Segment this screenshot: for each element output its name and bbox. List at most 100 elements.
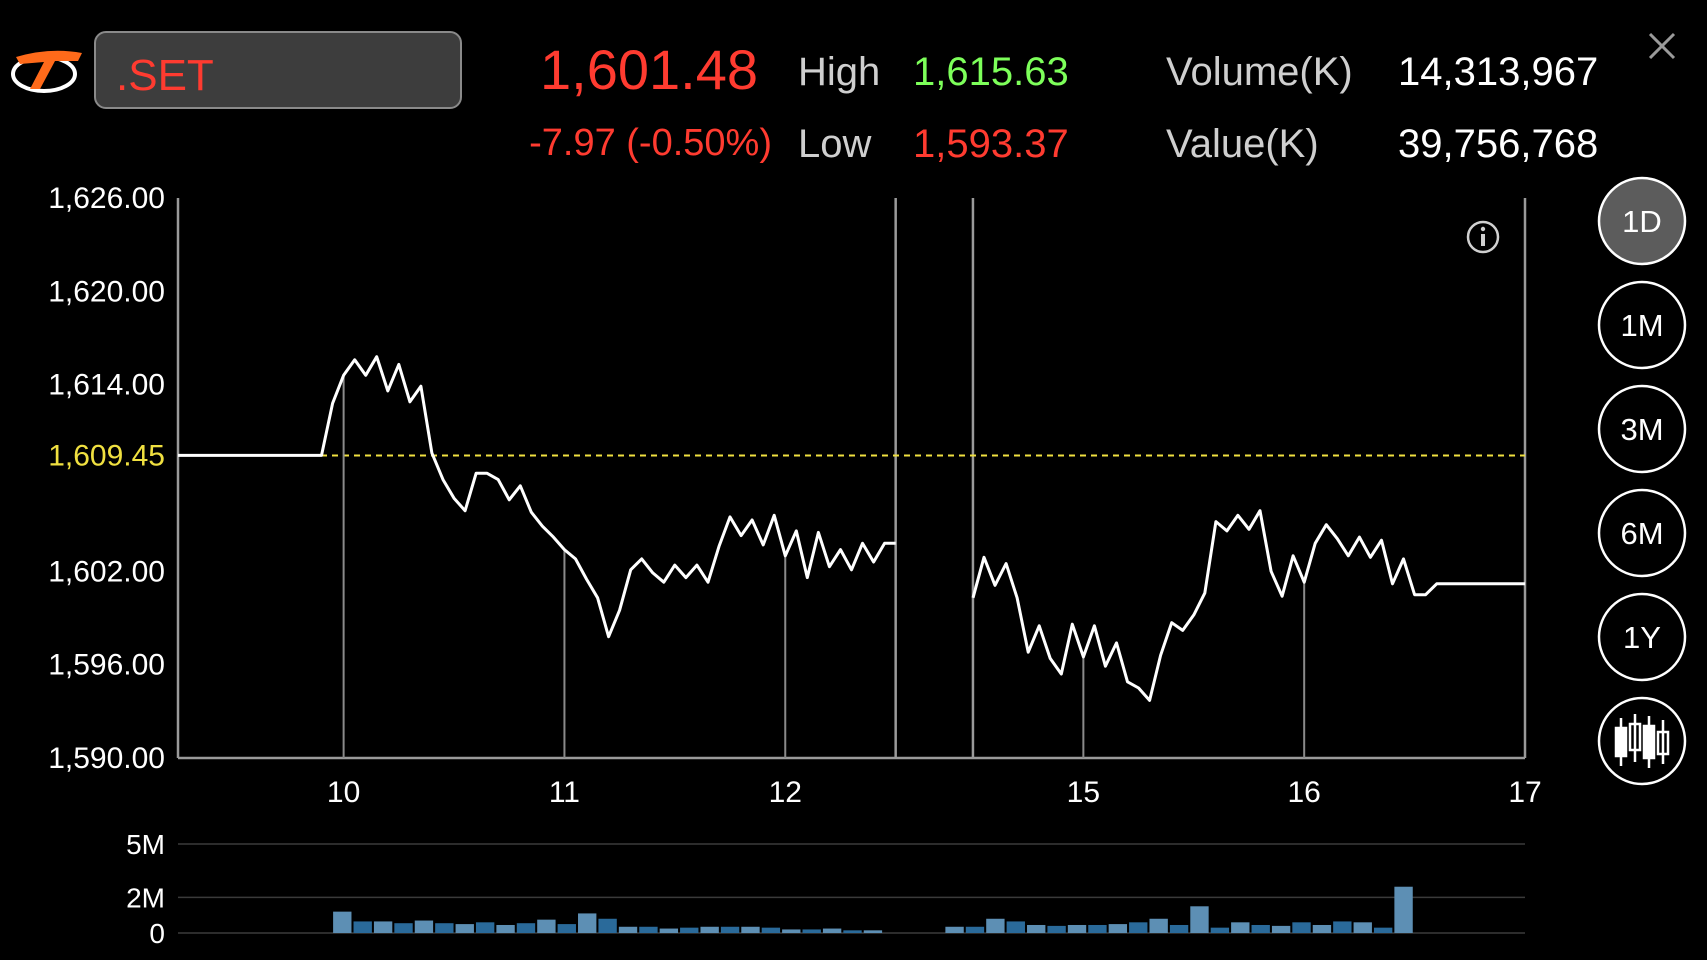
- volume-bar: [333, 911, 352, 933]
- info-icon[interactable]: [1466, 220, 1500, 254]
- low-label: Low: [798, 122, 872, 166]
- y-tick-label: 1,620.00: [48, 275, 165, 308]
- volume-bar: [516, 923, 536, 933]
- volume-bar: [965, 926, 985, 933]
- volume-bar: [700, 926, 719, 933]
- volume-bar: [1353, 922, 1372, 933]
- x-tick-label: 15: [1067, 776, 1100, 809]
- timeframe-button-1y[interactable]: 1Y: [1597, 592, 1687, 682]
- volume-label: Volume(K): [1166, 50, 1353, 94]
- timeframe-label: 3M: [1620, 412, 1663, 447]
- timeframe-button-3m[interactable]: 3M: [1597, 384, 1687, 474]
- volume-bar: [496, 924, 515, 933]
- volume-bar: [1394, 886, 1413, 933]
- volume-bar: [618, 926, 638, 933]
- volume-tick-label: 2M: [126, 882, 165, 913]
- volume-bar: [1129, 922, 1148, 933]
- volume-bar: [1210, 927, 1230, 933]
- volume-bar: [680, 927, 699, 933]
- volume-bar: [353, 921, 372, 933]
- volume-bar: [394, 923, 413, 933]
- volume-bar: [945, 926, 964, 933]
- x-tick-label: 10: [327, 776, 360, 809]
- timeframe-selector: 1D 1M 3M 6M 1Y: [1597, 176, 1687, 682]
- volume-chart-area: 5M 2M 0: [126, 829, 1525, 949]
- volume-bar: [1333, 921, 1352, 933]
- timeframe-label: 1M: [1620, 308, 1663, 343]
- volume-bar: [1006, 921, 1025, 933]
- volume-bar: [1067, 924, 1087, 933]
- volume-bar: [1047, 925, 1066, 933]
- volume-bar: [863, 930, 883, 933]
- timeframe-circle: [1597, 488, 1687, 578]
- volume-bar: [455, 924, 474, 933]
- timeframe-circle: [1597, 384, 1687, 474]
- volume-bar: [373, 921, 393, 933]
- volume-bar: [1149, 918, 1168, 933]
- high-label: High: [798, 50, 881, 94]
- volume-bar: [1027, 924, 1046, 933]
- symbol-text: .SET: [116, 51, 214, 100]
- volume-bar: [475, 922, 495, 933]
- settrade-logo-icon: [11, 50, 82, 93]
- volume-bar: [822, 928, 842, 933]
- y-tick-label: 1,614.00: [48, 369, 165, 402]
- timeframe-circle: [1597, 176, 1687, 266]
- x-tick-label: 11: [549, 776, 580, 809]
- volume-bar: [659, 928, 679, 933]
- price-chart-area: 1,626.00 1,620.00 1,614.00 1,602.00 1,596.00…: [48, 182, 1541, 809]
- x-tick-label: 12: [769, 776, 802, 809]
- y-tick-label: 1,626.00: [48, 182, 165, 215]
- x-tick-label: 16: [1287, 776, 1320, 809]
- volume-tick-label: 5M: [126, 829, 165, 860]
- volume-bar: [639, 926, 658, 933]
- volume-bar: [986, 918, 1005, 933]
- volume-bar: [1271, 925, 1291, 933]
- timeframe-button-1m[interactable]: 1M: [1597, 280, 1687, 370]
- volume-bar: [435, 923, 454, 933]
- volume-bar: [720, 926, 740, 933]
- candlestick-icon: [1614, 714, 1670, 768]
- volume-bar: [557, 924, 576, 933]
- volume-bar: [1190, 906, 1209, 933]
- price-change: -7.97 (-0.50%): [529, 122, 772, 164]
- price-line: [971, 509, 1525, 702]
- y-tick-label: 1,602.00: [48, 555, 165, 588]
- volume-bar: [761, 927, 781, 933]
- timeframe-circle: [1597, 280, 1687, 370]
- volume-bar: [1292, 922, 1311, 933]
- volume-bar: [741, 926, 760, 933]
- close-icon[interactable]: [1644, 28, 1680, 64]
- volume-bar: [598, 918, 617, 933]
- volume-bar: [1312, 924, 1332, 933]
- reference-label: 1,609.45: [48, 439, 165, 472]
- timeframe-label: 1D: [1622, 204, 1662, 239]
- y-tick-label: 1,590.00: [48, 742, 165, 775]
- volume-bar: [1373, 927, 1393, 933]
- last-price: 1,601.48: [540, 38, 758, 101]
- high-value: 1,615.63: [913, 50, 1069, 94]
- timeframe-label: 1Y: [1623, 620, 1661, 655]
- x-tick-label: 17: [1508, 776, 1541, 809]
- volume-bar: [414, 920, 434, 933]
- volume-bar: [1251, 924, 1270, 933]
- volume-value: 14,313,967: [1398, 50, 1599, 94]
- volume-bar: [802, 929, 821, 933]
- volume-bar: [1108, 924, 1128, 933]
- volume-tick-label: 0: [149, 918, 165, 949]
- volume-bar: [1088, 924, 1107, 933]
- symbol-input[interactable]: .SET: [94, 31, 462, 109]
- candlestick-button[interactable]: [1597, 696, 1687, 786]
- volume-bar: [843, 930, 862, 933]
- volume-bar: [537, 919, 556, 933]
- value-label: Value(K): [1166, 122, 1319, 166]
- price-line: [178, 355, 896, 639]
- volume-bar: [1231, 922, 1250, 933]
- timeframe-button-6m[interactable]: 6M: [1597, 488, 1687, 578]
- value-value: 39,756,768: [1398, 122, 1599, 166]
- timeframe-label: 6M: [1620, 516, 1663, 551]
- timeframe-button-1d[interactable]: 1D: [1597, 176, 1687, 266]
- low-value: 1,593.37: [913, 122, 1069, 166]
